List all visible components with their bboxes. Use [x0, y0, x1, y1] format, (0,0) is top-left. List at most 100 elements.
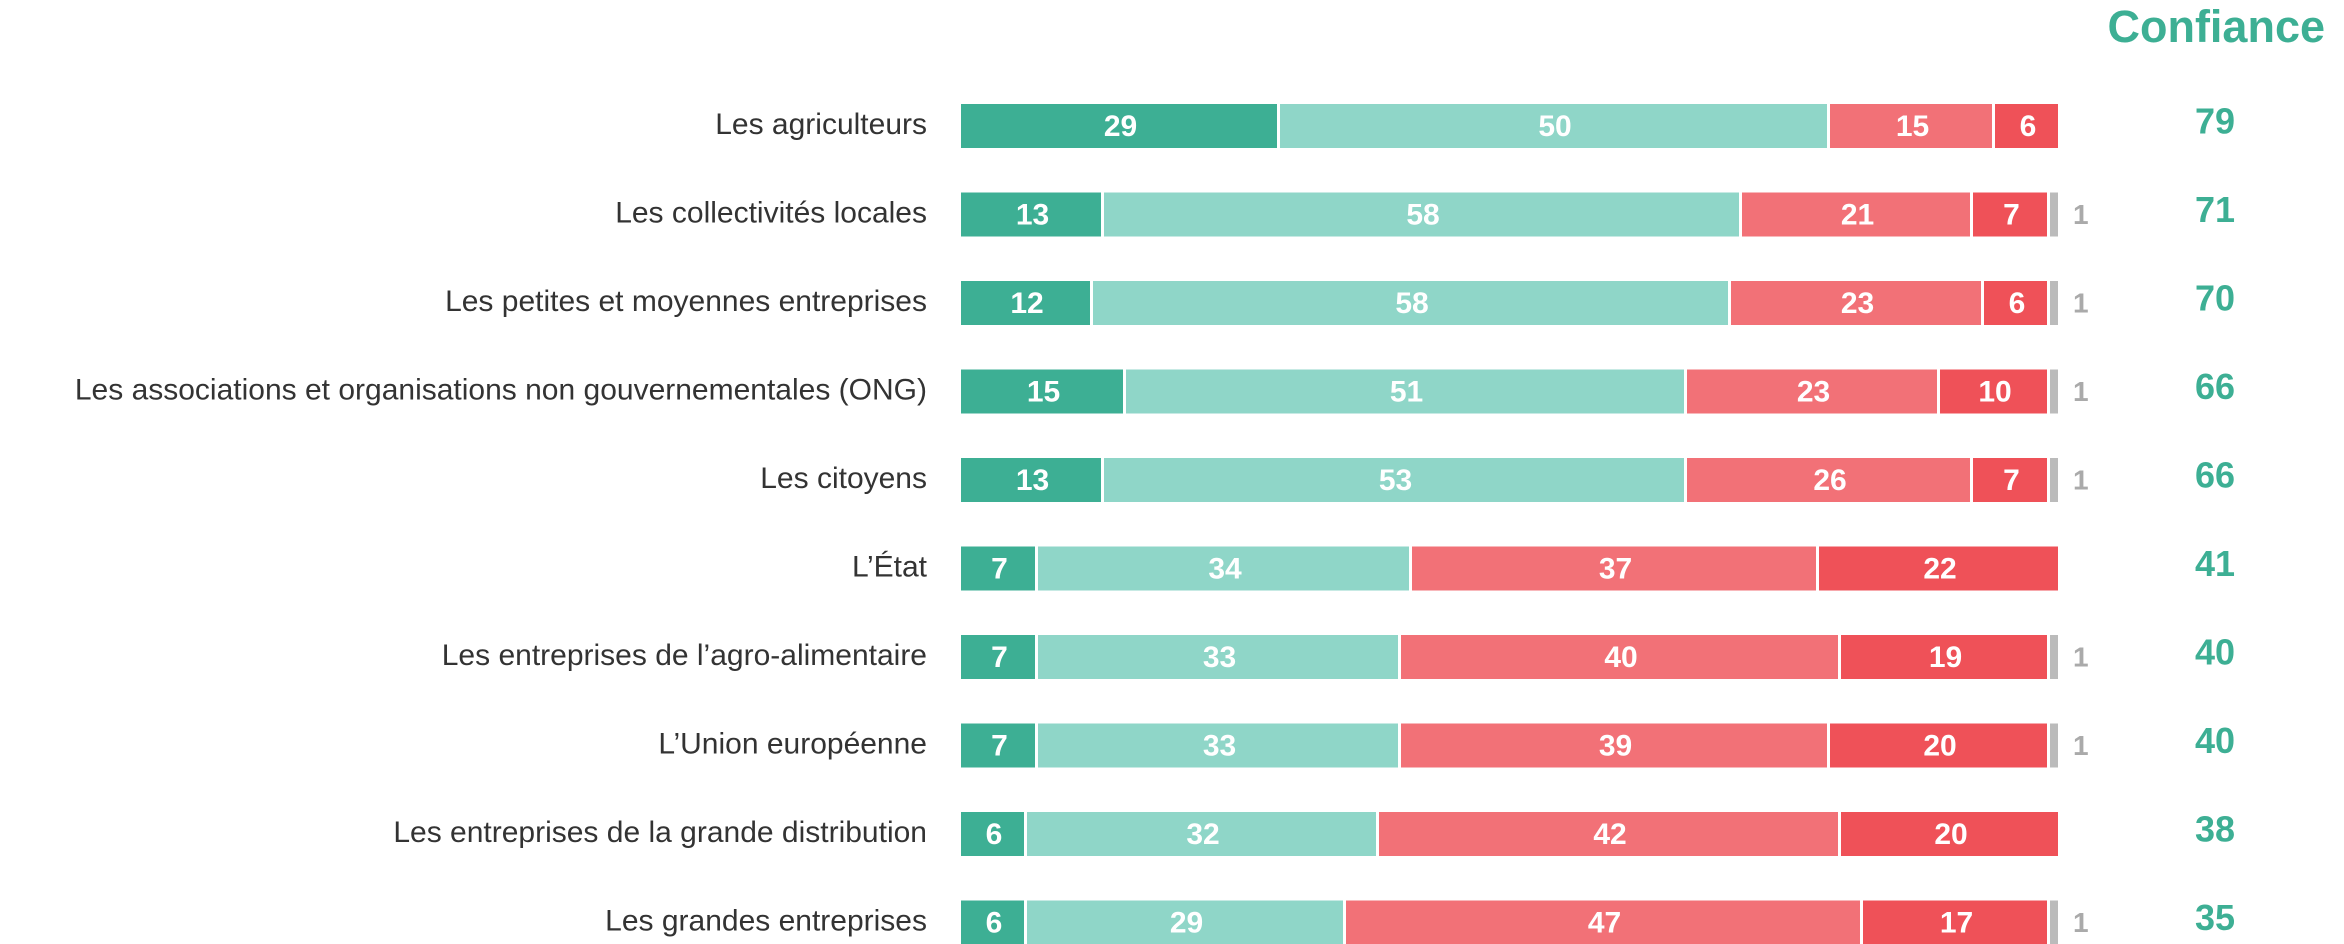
bar-segment [2050, 281, 2058, 325]
bar-segment [1841, 812, 2058, 856]
bar-segment [961, 458, 1101, 502]
bar-segment [1940, 369, 2047, 414]
total-label: 35 [2195, 897, 2235, 938]
value-label: 53 [1379, 464, 1412, 497]
bar-segment [1346, 900, 1860, 944]
category-label: Les petites et moyennes entreprises [445, 285, 927, 318]
bar-segment [1038, 635, 1398, 679]
bar-segment [1742, 192, 1970, 237]
value-label: 32 [1186, 818, 1219, 851]
value-label: 50 [1538, 110, 1571, 143]
category-label: Les entreprises de la grande distributio… [393, 816, 927, 849]
value-label: 1 [2073, 376, 2089, 407]
value-label: 13 [1016, 198, 1049, 231]
bar-segment [1830, 723, 2047, 768]
bar-segment [1126, 369, 1684, 414]
bar-segment [961, 546, 1035, 591]
bar-segment [1401, 723, 1827, 768]
value-label: 29 [1170, 906, 1203, 939]
value-label: 22 [1923, 552, 1956, 585]
bar-segment [1093, 281, 1728, 325]
bar-segment [1973, 192, 2047, 237]
bar-segment [1687, 458, 1970, 502]
bar-segment [1280, 104, 1827, 148]
value-label: 21 [1841, 198, 1874, 231]
bar-segment [961, 369, 1123, 414]
value-label: 58 [1395, 287, 1428, 320]
value-label: 37 [1599, 552, 1632, 585]
value-label: 1 [2073, 730, 2089, 761]
bar-segment [961, 281, 1090, 325]
bar-segment [961, 192, 1101, 237]
value-label: 51 [1390, 375, 1423, 408]
bar-segment [2050, 723, 2058, 768]
value-label: 19 [1929, 641, 1962, 674]
total-label: 70 [2195, 278, 2235, 319]
value-label: 6 [2009, 287, 2026, 320]
total-label: 41 [2195, 543, 2235, 584]
value-label: 42 [1593, 818, 1626, 851]
bar-segment [961, 900, 1024, 944]
bar-segment [961, 723, 1035, 768]
value-label: 23 [1797, 375, 1830, 408]
total-label: 40 [2195, 632, 2235, 673]
bar-segment [1379, 812, 1838, 856]
value-label: 15 [1896, 110, 1929, 143]
value-label: 7 [991, 641, 1008, 674]
bar-segment [1401, 635, 1838, 679]
value-label: 39 [1599, 729, 1632, 762]
value-label: 34 [1208, 552, 1242, 585]
category-label: Les citoyens [760, 462, 927, 495]
total-label: 66 [2195, 455, 2235, 496]
value-label: 47 [1588, 906, 1621, 939]
value-label: 1 [2073, 287, 2089, 318]
bar-segment [1104, 192, 1739, 237]
value-label: 20 [1923, 729, 1956, 762]
bar-segment [1687, 369, 1937, 414]
totals-title: Confiance [2107, 1, 2325, 52]
bar-segment [1104, 458, 1684, 502]
value-label: 15 [1027, 375, 1060, 408]
value-label: 23 [1841, 287, 1874, 320]
category-label: Les collectivités locales [615, 196, 927, 229]
bar-segment [1412, 546, 1816, 591]
bar-segment [1038, 723, 1398, 768]
value-label: 1 [2073, 907, 2089, 938]
bar-segment [2050, 900, 2058, 944]
bar-segment [1819, 546, 2058, 591]
value-label: 58 [1406, 198, 1439, 231]
bar-segment [1731, 281, 1981, 325]
bar-segment [1995, 104, 2058, 148]
value-label: 40 [1604, 641, 1637, 674]
value-label: 33 [1203, 729, 1236, 762]
bar-segment [1973, 458, 2047, 502]
value-label: 6 [986, 906, 1003, 939]
category-label: Les grandes entreprises [605, 904, 927, 937]
value-label: 29 [1104, 110, 1137, 143]
category-label: Les agriculteurs [715, 108, 927, 141]
value-label: 7 [2003, 464, 2020, 497]
value-label: 10 [1978, 375, 2011, 408]
bar-segment [1027, 812, 1376, 856]
value-label: 12 [1010, 287, 1043, 320]
total-label: 38 [2195, 809, 2235, 850]
bar-segment [1984, 281, 2047, 325]
total-label: 79 [2195, 101, 2235, 142]
bar-segment [1027, 900, 1343, 944]
bar-segment [2050, 192, 2058, 237]
category-label: L’Union européenne [658, 727, 927, 760]
value-label: 7 [991, 552, 1008, 585]
value-label: 26 [1813, 464, 1846, 497]
bar-segment [2050, 369, 2058, 414]
value-label: 7 [2003, 198, 2020, 231]
bar-segment [961, 104, 1277, 148]
total-label: 40 [2195, 720, 2235, 761]
value-label: 6 [2020, 110, 2037, 143]
category-label: L’État [852, 550, 928, 583]
bar-segment [2050, 635, 2058, 679]
value-label: 1 [2073, 199, 2089, 230]
value-label: 13 [1016, 464, 1049, 497]
bar-segment [1830, 104, 1992, 148]
value-label: 1 [2073, 641, 2089, 672]
